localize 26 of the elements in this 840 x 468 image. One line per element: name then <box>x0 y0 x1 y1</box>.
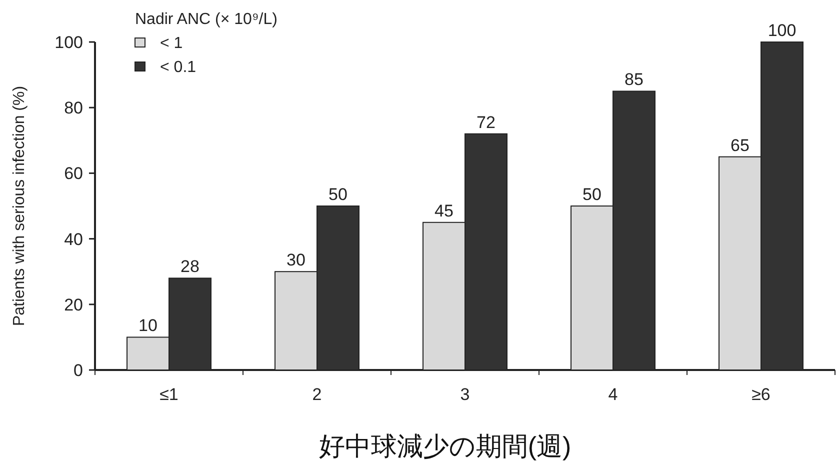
x-tick-label: 4 <box>608 385 618 404</box>
y-tick-label: 80 <box>64 98 83 118</box>
x-tick-label: ≥6 <box>752 385 770 404</box>
data-label: 72 <box>476 112 496 132</box>
x-tick-label: 3 <box>460 385 470 404</box>
legend-title: Nadir ANC (× 10⁹/L) <box>135 11 278 28</box>
legend-label: < 1 <box>160 35 183 52</box>
y-tick-label: 60 <box>64 164 83 184</box>
data-label: 100 <box>768 21 796 40</box>
x-tick-label: 2 <box>312 385 322 404</box>
x-axis-title: 好中球減少の期間(週) <box>318 431 572 461</box>
data-label: 50 <box>582 185 602 204</box>
y-tick-label: 40 <box>64 230 83 249</box>
data-label: 85 <box>624 70 644 90</box>
y-tick-label: 0 <box>74 361 83 380</box>
y-tick-label: 100 <box>54 33 83 52</box>
data-label: 28 <box>180 257 200 276</box>
x-tick-label: ≤1 <box>160 385 178 404</box>
data-label: 50 <box>328 185 348 204</box>
data-label: 30 <box>286 250 306 270</box>
data-label: 10 <box>138 316 158 336</box>
y-tick-label: 20 <box>64 295 83 314</box>
data-label: 45 <box>434 201 454 220</box>
data-label: 65 <box>730 136 750 155</box>
y-axis-title: Patients with serious infection (%) <box>11 86 28 326</box>
legend-label: < 0.1 <box>160 59 196 76</box>
